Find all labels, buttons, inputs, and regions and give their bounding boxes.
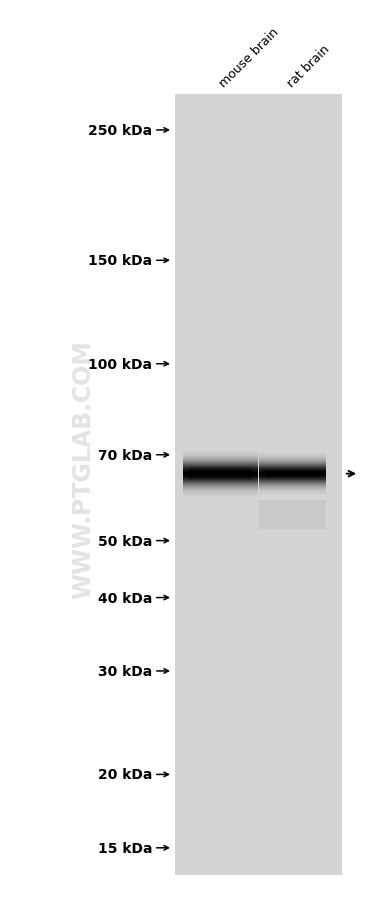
Text: 15 kDa: 15 kDa <box>98 841 152 855</box>
Text: 150 kDa: 150 kDa <box>88 254 152 268</box>
Text: 250 kDa: 250 kDa <box>88 124 152 138</box>
Text: mouse brain: mouse brain <box>217 26 281 90</box>
Text: WWW.PTGLAB.COM: WWW.PTGLAB.COM <box>71 340 96 598</box>
Text: 30 kDa: 30 kDa <box>98 664 152 678</box>
Text: 100 kDa: 100 kDa <box>88 357 152 372</box>
Bar <box>175 95 342 875</box>
Text: 40 kDa: 40 kDa <box>98 591 152 605</box>
Text: 20 kDa: 20 kDa <box>98 768 152 781</box>
Text: 70 kDa: 70 kDa <box>98 448 152 462</box>
Bar <box>259 501 326 529</box>
Text: 50 kDa: 50 kDa <box>98 534 152 548</box>
Text: rat brain: rat brain <box>285 43 332 90</box>
